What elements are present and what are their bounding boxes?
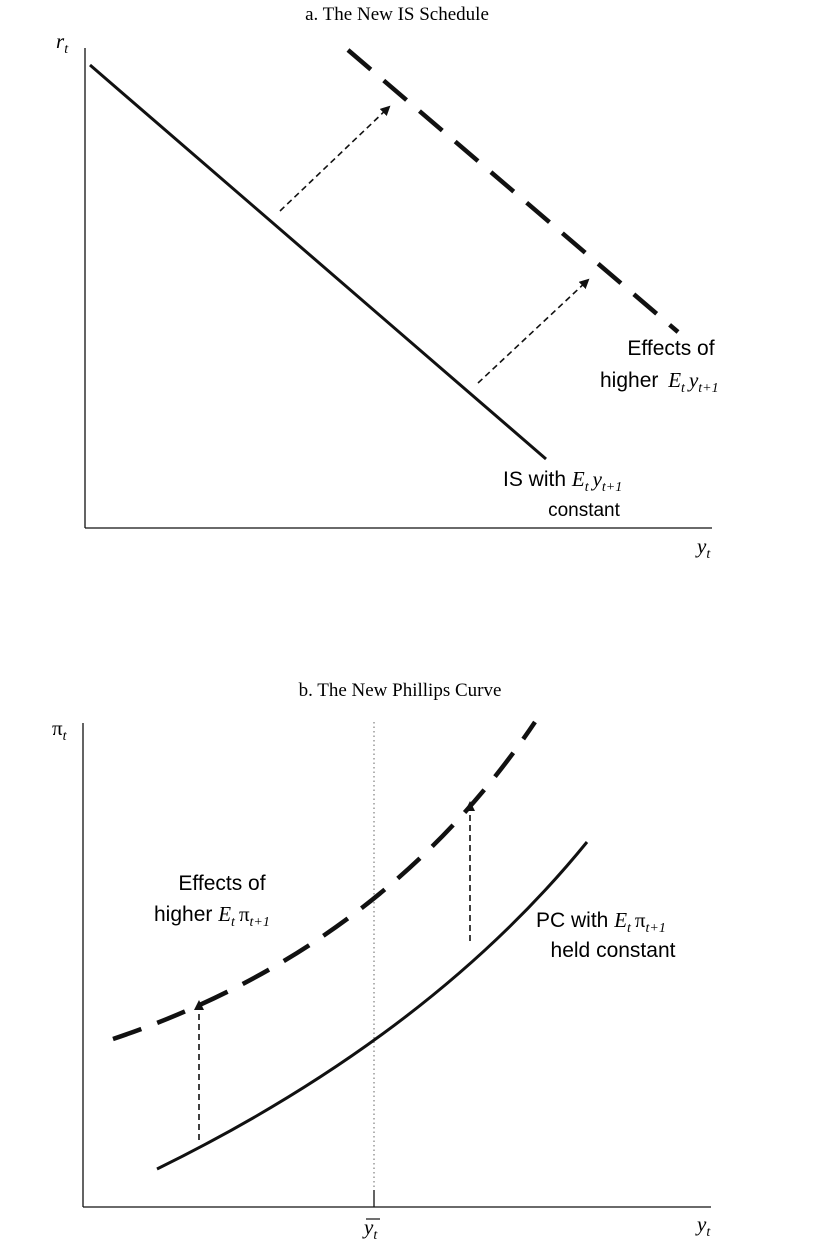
panel-a-is-curve-base bbox=[89, 63, 547, 461]
panel-a-base-label-line2: constant bbox=[548, 500, 621, 521]
panel-a-shift-label-line1: Effects of bbox=[627, 337, 714, 360]
panel-b-shift-label-line2: higher Et πt+1 bbox=[154, 902, 270, 930]
panel-b-pc-curve-base bbox=[156, 841, 589, 1171]
panel-b-base-label-line2: held constant bbox=[551, 939, 676, 962]
panel-b-title: b. The New Phillips Curve bbox=[299, 680, 502, 701]
panel-a-title: a. The New IS Schedule bbox=[305, 4, 489, 25]
panel-a-is-curve-shifted bbox=[346, 48, 680, 334]
panel-a: a. The New IS Schedule rt yt Effects of … bbox=[56, 4, 719, 562]
panel-a-shift-label-line2: higher Et yt+1 bbox=[600, 368, 719, 396]
panel-b-shift-label-line1: Effects of bbox=[178, 872, 265, 895]
panel-b-x-axis-label: yt bbox=[695, 1212, 711, 1240]
panel-a-x-axis-label: yt bbox=[695, 534, 711, 562]
panel-b-potential-output-label: yt bbox=[362, 1215, 378, 1243]
panel-a-shift-arrow-lower bbox=[477, 278, 590, 384]
panel-b: b. The New Phillips Curve πt yt yt Effec… bbox=[52, 680, 711, 1243]
panel-a-y-axis-label: rt bbox=[56, 29, 69, 57]
panel-b-y-axis-label: πt bbox=[52, 716, 68, 744]
panel-b-pc-curve-shifted bbox=[112, 720, 537, 1042]
panel-b-base-label-line1: PC with Et πt+1 bbox=[536, 908, 666, 936]
panel-a-shift-arrow-upper bbox=[279, 105, 391, 212]
panel-a-base-label-line1: IS with Et yt+1 bbox=[503, 467, 622, 495]
